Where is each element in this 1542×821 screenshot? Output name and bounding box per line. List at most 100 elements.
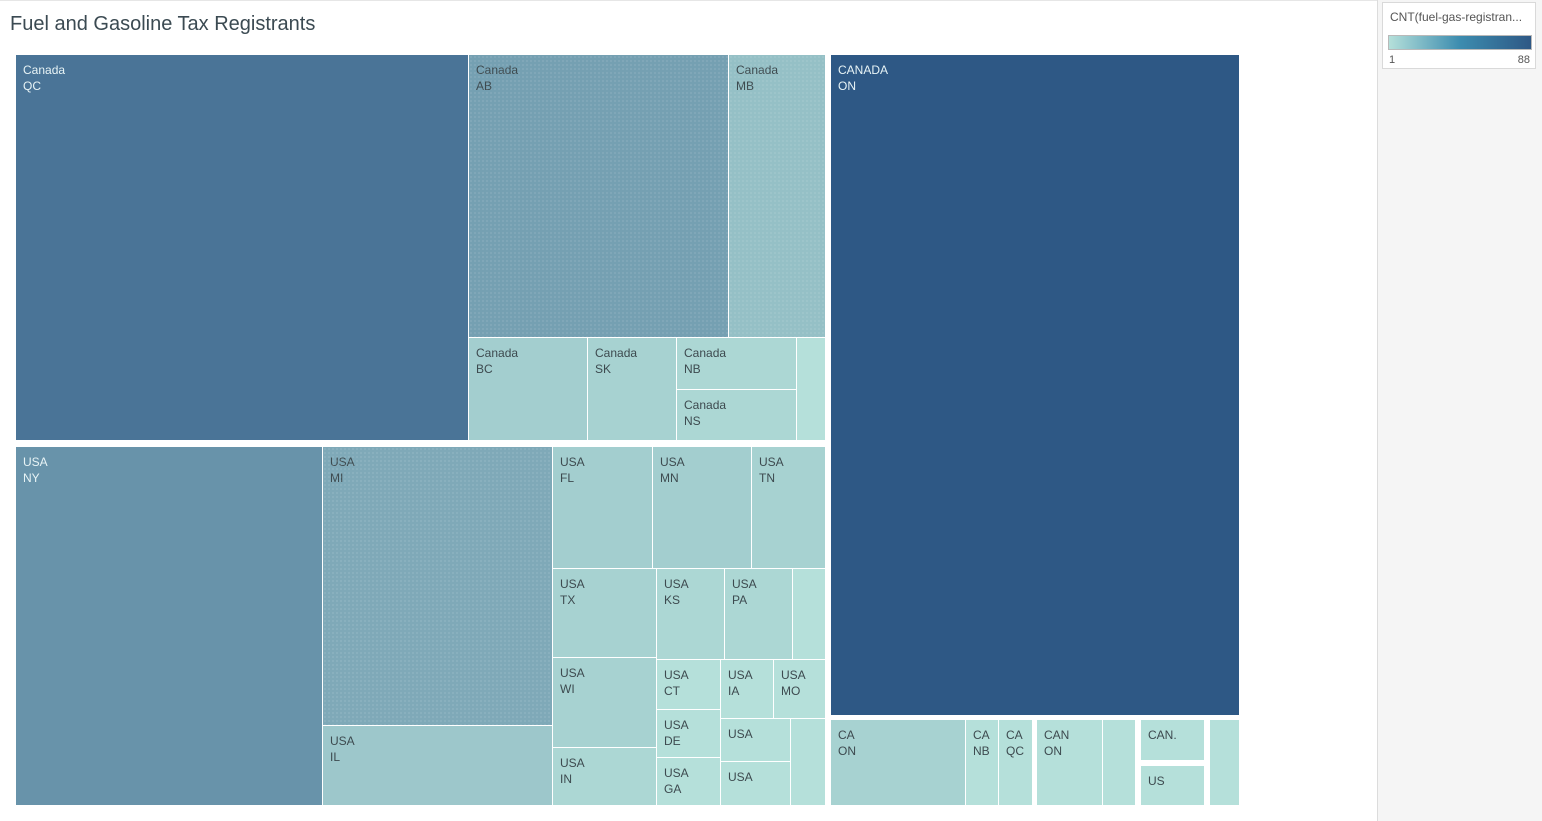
treemap-tile-canada-ab[interactable]: Canada AB <box>469 55 728 337</box>
treemap-tile-canada-qc[interactable]: Canada QC <box>16 55 468 440</box>
tile-region-label: NY <box>23 471 40 485</box>
tile-region-label: AB <box>476 79 493 93</box>
treemap-tile-usa[interactable]: USA <box>721 762 790 805</box>
top-border <box>0 0 1377 1</box>
treemap-tile-usa-il[interactable]: USA IL <box>323 726 552 805</box>
tile-region-label: NB <box>973 744 990 758</box>
tile-region-label: IL <box>330 750 341 764</box>
tile-region-label: MN <box>660 471 679 485</box>
tile-country-label: USA <box>664 718 689 732</box>
tile-country-label: Canada <box>23 63 66 77</box>
treemap-tile-canada-ns[interactable]: Canada NS <box>677 390 796 440</box>
treemap-tile-canada-bc[interactable]: Canada BC <box>469 338 587 440</box>
tile-country-label: Canada <box>595 346 638 360</box>
tile-region-label: PA <box>732 593 748 607</box>
tile-country-label: Canada <box>684 398 727 412</box>
treemap-tile-canada-on[interactable]: CANADA ON <box>831 55 1239 715</box>
treemap-tile-can-on[interactable]: CAN ON <box>1037 720 1102 805</box>
treemap-tile-usa-mi[interactable]: USA MI <box>323 447 552 725</box>
treemap-tile-usa[interactable]: USA <box>721 719 790 761</box>
treemap-tile-unlabeled[interactable] <box>791 719 825 805</box>
tile-region-label: GA <box>664 782 682 796</box>
treemap-tile-usa-ga[interactable]: USA GA <box>657 758 720 805</box>
treemap-tile-canada-mb[interactable]: Canada MB <box>729 55 825 337</box>
tile-country-label: Canada <box>476 63 519 77</box>
treemap-tile-usa-mn[interactable]: USA MN <box>653 447 751 568</box>
treemap-tile-usa-tn[interactable]: USA TN <box>752 447 825 568</box>
treemap-tile-unlabeled[interactable] <box>797 338 825 440</box>
chart-title: Fuel and Gasoline Tax Registrants <box>10 13 316 35</box>
tile-region-label: NB <box>684 362 701 376</box>
tile-country-label: USA <box>728 727 753 741</box>
tile-country-label: Canada <box>736 63 779 77</box>
tile-country-label: CAN <box>1044 728 1070 742</box>
tile-region-label: TX <box>560 593 576 607</box>
treemap-tile-usa-ia[interactable]: USA IA <box>721 660 773 718</box>
tile-region-label: MI <box>330 471 344 485</box>
tile-country-label: Canada <box>684 346 727 360</box>
treemap-tile-unlabeled[interactable] <box>793 569 825 659</box>
treemap-tile-usa-de[interactable]: USA DE <box>657 710 720 757</box>
treemap-tile-unlabeled[interactable] <box>1103 720 1135 805</box>
tile-country-label: USA <box>728 770 753 784</box>
treemap: CANADA ON Canada QC Canada AB Canada MB Canada BC… <box>16 55 1239 805</box>
legend-panel <box>1377 0 1542 821</box>
tile-country-label: CA <box>973 728 990 742</box>
tile-region-label: MO <box>781 684 801 698</box>
treemap-tile-ca-on[interactable]: CA ON <box>831 720 965 805</box>
tile-region-label: MB <box>736 79 754 93</box>
treemap-tile-canada-nb[interactable]: Canada NB <box>677 338 796 389</box>
tile-country-label: USA <box>330 734 355 748</box>
treemap-tile-usa-tx[interactable]: USA TX <box>553 569 656 657</box>
treemap-tile-can[interactable]: CAN. <box>1141 720 1204 760</box>
tile-region-label: BC <box>476 362 493 376</box>
tile-region-label: KS <box>664 593 681 607</box>
legend-min-label: 1 <box>1389 54 1396 66</box>
legend-color-ramp <box>1388 35 1532 50</box>
tile-country-label: USA <box>664 668 689 682</box>
color-legend[interactable]: CNT(fuel-gas-registran... 1 88 <box>1382 2 1536 69</box>
tile-region-label: TN <box>759 471 775 485</box>
tile-country-label: USA <box>560 756 585 770</box>
treemap-tile-usa-mo[interactable]: USA MO <box>774 660 825 718</box>
tile-country-label: USA <box>560 666 585 680</box>
treemap-tile-ca-qc[interactable]: CA QC <box>999 720 1032 805</box>
tile-country-label: USA <box>664 577 689 591</box>
tile-country-label: US <box>1148 774 1165 788</box>
legend-max-label: 88 <box>1517 54 1530 66</box>
tile-country-label: USA <box>23 455 48 469</box>
tile-region-label: ON <box>1044 744 1062 758</box>
tile-region-label: DE <box>664 734 681 748</box>
tile-region-label: IN <box>560 772 572 786</box>
tile-country-label: CA <box>1006 728 1023 742</box>
tile-country-label: Canada <box>476 346 519 360</box>
treemap-tile-usa-ny[interactable]: USA NY <box>16 447 322 805</box>
tile-country-label: CAN. <box>1148 728 1177 742</box>
tile-region-label: IA <box>728 684 740 698</box>
treemap-tile-canada-sk[interactable]: Canada SK <box>588 338 676 440</box>
treemap-tile-usa-pa[interactable]: USA PA <box>725 569 792 659</box>
tile-country-label: USA <box>759 455 784 469</box>
tile-country-label: USA <box>660 455 685 469</box>
treemap-tile-ca-nb[interactable]: CA NB <box>966 720 998 805</box>
treemap-tile-unlabeled[interactable] <box>1210 720 1239 805</box>
tile-region-label: QC <box>1006 744 1024 758</box>
treemap-tile-usa-wi[interactable]: USA WI <box>553 658 656 747</box>
tile-region-label: FL <box>560 471 575 485</box>
treemap-tile-usa-ct[interactable]: USA CT <box>657 660 720 709</box>
tile-country-label: USA <box>664 766 689 780</box>
tile-region-label: CT <box>664 684 680 698</box>
tile-region-label: NS <box>684 414 701 428</box>
tile-region-label: ON <box>838 744 856 758</box>
legend-title: CNT(fuel-gas-registran... <box>1390 10 1523 24</box>
treemap-tile-usa-ks[interactable]: USA KS <box>657 569 724 659</box>
tile-country-label: USA <box>330 455 355 469</box>
tile-region-label: QC <box>23 79 41 93</box>
tile-country-label: USA <box>560 577 585 591</box>
tile-country-label: CA <box>838 728 855 742</box>
treemap-tile-us[interactable]: US <box>1141 766 1204 805</box>
tile-country-label: USA <box>728 668 753 682</box>
tile-country-label: USA <box>732 577 757 591</box>
treemap-tile-usa-in[interactable]: USA IN <box>553 748 656 805</box>
treemap-tile-usa-fl[interactable]: USA FL <box>553 447 652 568</box>
